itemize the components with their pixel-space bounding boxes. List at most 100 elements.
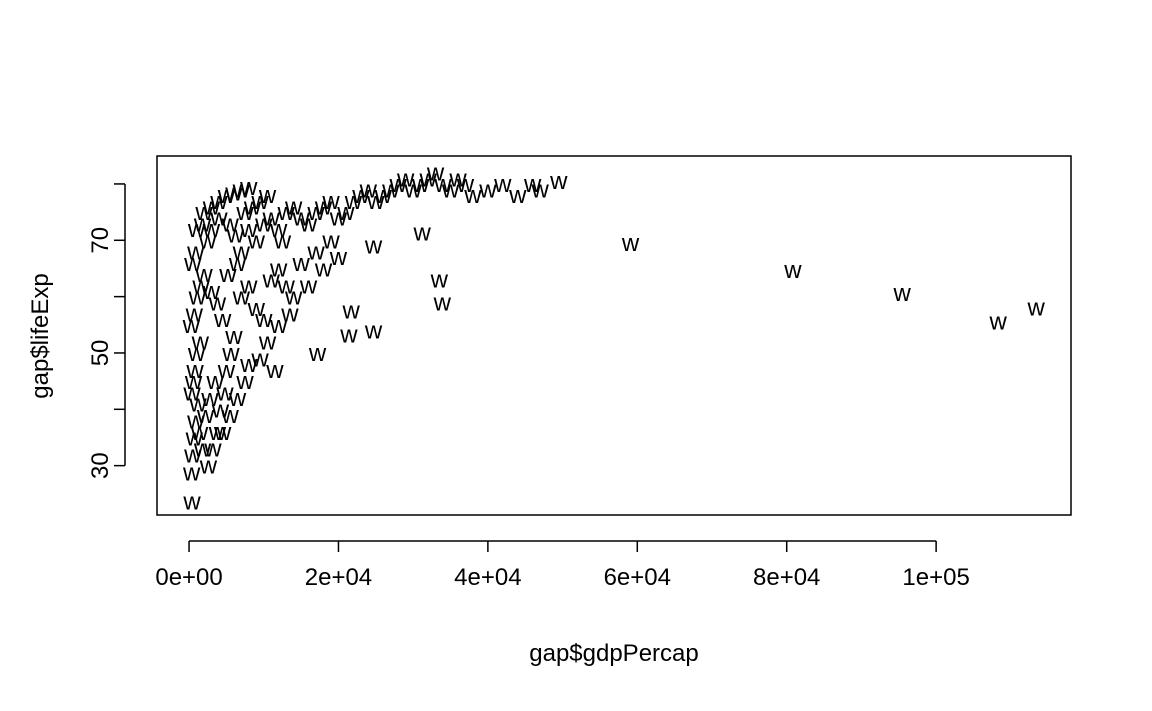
point: w	[190, 419, 209, 446]
point: w	[185, 424, 204, 451]
point: w	[215, 379, 234, 406]
point: w	[221, 340, 240, 367]
point: w	[243, 193, 262, 220]
point: w	[441, 177, 460, 204]
point: w	[321, 227, 340, 254]
point: w	[187, 216, 206, 243]
point: w	[258, 182, 277, 209]
point: w	[209, 188, 228, 215]
point: w	[783, 257, 802, 284]
point: w	[314, 255, 333, 282]
point: w	[389, 171, 408, 198]
point: w	[182, 459, 201, 486]
point: w	[209, 205, 228, 232]
point: w	[224, 179, 243, 206]
point: w	[186, 408, 205, 435]
point: w	[308, 340, 327, 367]
point: w	[182, 312, 201, 339]
point: w	[186, 239, 205, 266]
point: w	[433, 289, 452, 316]
point: w	[193, 436, 212, 463]
point: w	[291, 250, 310, 277]
point: w	[463, 182, 482, 209]
point: w	[185, 301, 204, 328]
point: w	[203, 436, 222, 463]
point: w	[220, 402, 239, 429]
point: w	[329, 244, 348, 271]
point: w	[341, 298, 360, 325]
point: w	[213, 419, 232, 446]
point: w	[262, 205, 281, 232]
point: w	[344, 188, 363, 215]
point: w	[198, 227, 217, 254]
point: w	[200, 385, 219, 412]
point: w	[235, 368, 254, 395]
point: w	[364, 232, 383, 259]
point: w	[247, 227, 266, 254]
point: w	[254, 306, 273, 333]
point: w	[549, 168, 568, 195]
y-tick-label: 30	[87, 452, 114, 479]
point: w	[228, 385, 247, 412]
point: w	[226, 222, 245, 249]
point: w	[211, 396, 230, 423]
point: w	[232, 239, 251, 266]
point: w	[188, 391, 207, 418]
point: w	[366, 188, 385, 215]
point: w	[191, 272, 210, 299]
point: w	[306, 239, 325, 266]
plot-frame	[156, 155, 1072, 516]
point: w	[988, 308, 1007, 335]
point: w	[403, 177, 422, 204]
point: w	[193, 210, 212, 237]
point: w	[199, 453, 218, 480]
point: w	[254, 210, 273, 237]
point: w	[531, 177, 550, 204]
point: w	[239, 216, 258, 243]
point: w	[187, 340, 206, 367]
point: w	[235, 199, 254, 226]
y-axis-title: gap$lifeExp	[27, 273, 54, 398]
point: w	[220, 210, 239, 237]
point: w	[194, 199, 213, 226]
point: w	[364, 317, 383, 344]
point: w	[239, 351, 258, 378]
point: w	[232, 284, 251, 311]
point: w	[224, 323, 243, 350]
x-tick-label: 8e+04	[753, 564, 820, 591]
point: w	[314, 193, 333, 220]
x-tick-label: 1e+05	[902, 564, 969, 591]
point: w	[478, 177, 497, 204]
point: w	[269, 312, 288, 339]
point: w	[329, 205, 348, 232]
point: w	[448, 165, 467, 192]
x-tick-label: 4e+04	[454, 564, 521, 591]
point: w	[284, 193, 303, 220]
point: w	[523, 171, 542, 198]
point: w	[196, 402, 215, 429]
point: w	[184, 368, 203, 395]
point: w	[232, 177, 251, 204]
point: w	[269, 216, 288, 243]
point: w	[183, 250, 202, 277]
point: w	[202, 193, 221, 220]
point: w	[182, 379, 201, 406]
point: w	[239, 174, 258, 201]
point: w	[433, 171, 452, 198]
point: w	[182, 489, 201, 516]
point: w	[621, 230, 640, 257]
point: w	[202, 278, 221, 305]
point: w	[218, 261, 237, 288]
point: w	[336, 199, 355, 226]
point: w	[265, 357, 284, 384]
point: w	[359, 177, 378, 204]
point: w	[202, 216, 221, 243]
x-tick-label: 0e+00	[155, 564, 222, 591]
point: w	[291, 205, 310, 232]
point: w	[456, 171, 475, 198]
point: w	[893, 280, 912, 307]
point: w	[411, 171, 430, 198]
point: w	[262, 267, 281, 294]
x-tick-label: 2e+04	[305, 564, 372, 591]
point: w	[191, 329, 210, 356]
